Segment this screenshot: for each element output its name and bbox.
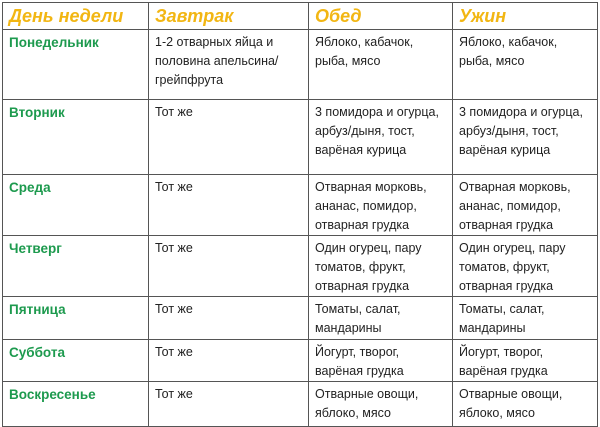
dinner-cell: Йогурт, творог, варёная грудка <box>452 339 598 382</box>
header-row: День недели Завтрак Обед Ужин <box>2 2 598 30</box>
table-row: Воскресенье Тот же Отварные овощи, яблоко,… <box>2 381 598 427</box>
dinner-cell: Томаты, салат, мандарины <box>452 296 598 340</box>
header-breakfast: Завтрак <box>148 2 309 30</box>
breakfast-cell: Тот же <box>148 99 309 175</box>
dinner-cell: 3 помидора и огурца, арбуз/дыня, тост, в… <box>452 99 598 175</box>
breakfast-cell: Тот же <box>148 235 309 297</box>
day-cell: Воскресенье <box>2 381 149 427</box>
header-day: День недели <box>2 2 149 30</box>
lunch-cell: Яблоко, кабачок, рыба, мясо <box>308 29 453 100</box>
breakfast-cell: Тот же <box>148 339 309 382</box>
breakfast-cell: Тот же <box>148 381 309 427</box>
breakfast-cell: 1-2 отварных яйца и половина апельсина/г… <box>148 29 309 100</box>
lunch-cell: Отварная морковь, ананас, помидор, отвар… <box>308 174 453 236</box>
dinner-cell: Отварные овощи, яблоко, мясо <box>452 381 598 427</box>
table-row: Суббота Тот же Йогурт, творог, варёная гру… <box>2 339 598 382</box>
day-cell: Вторник <box>2 99 149 175</box>
dinner-cell: Один огурец, пару томатов, фрукт, отварн… <box>452 235 598 297</box>
table-row: Пятница Тот же Томаты, салат, мандарины Том… <box>2 296 598 340</box>
table-row: Вторник Тот же 3 помидора и огурца, арбуз/… <box>2 99 598 175</box>
lunch-cell: 3 помидора и огурца, арбуз/дыня, тост, в… <box>308 99 453 175</box>
lunch-cell: Отварные овощи, яблоко, мясо <box>308 381 453 427</box>
table-row: Понедельник 1-2 отварных яйца и половина … <box>2 29 598 100</box>
dinner-cell: Отварная морковь, ананас, помидор, отвар… <box>452 174 598 236</box>
day-cell: Понедельник <box>2 29 149 100</box>
breakfast-cell: Тот же <box>148 296 309 340</box>
lunch-cell: Один огурец, пару томатов, фрукт, отварн… <box>308 235 453 297</box>
lunch-cell: Йогурт, творог, варёная грудка <box>308 339 453 382</box>
table-row: Четверг Тот же Один огурец, пару томатов, … <box>2 235 598 297</box>
table-row: Среда Тот же Отварная морковь, ананас, пом… <box>2 174 598 236</box>
dinner-cell: Яблоко, кабачок, рыба, мясо <box>452 29 598 100</box>
header-dinner: Ужин <box>452 2 598 30</box>
lunch-cell: Томаты, салат, мандарины <box>308 296 453 340</box>
day-cell: Суббота <box>2 339 149 382</box>
day-cell: Пятница <box>2 296 149 340</box>
day-cell: Четверг <box>2 235 149 297</box>
day-cell: Среда <box>2 174 149 236</box>
header-lunch: Обед <box>308 2 453 30</box>
breakfast-cell: Тот же <box>148 174 309 236</box>
